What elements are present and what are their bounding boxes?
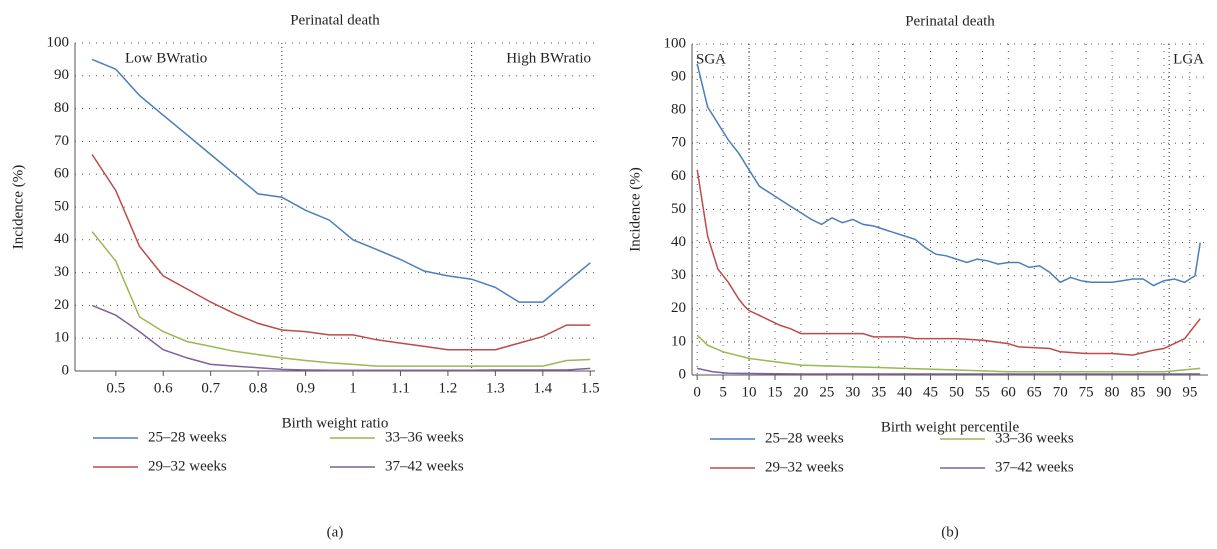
x-tick-label: 1.4 — [533, 380, 552, 396]
legend-label: 29–32 weeks — [765, 459, 844, 475]
x-tick-label: 75 — [1079, 384, 1094, 400]
x-tick-label: 55 — [975, 384, 990, 400]
series-line — [697, 367, 1201, 375]
x-tick-label: 65 — [1027, 384, 1042, 400]
x-tick-label: 30 — [845, 384, 860, 400]
annotation: SGA — [696, 51, 726, 67]
x-tick-label: 50 — [949, 384, 964, 400]
y-tick-label: 60 — [671, 168, 686, 184]
y-tick-label: 70 — [671, 135, 686, 151]
x-tick-label: 15 — [767, 384, 782, 400]
y-tick-label: 40 — [671, 234, 686, 250]
y-tick-label: 50 — [671, 201, 686, 217]
x-tick-label: 1 — [349, 380, 357, 396]
y-tick-label: 50 — [54, 198, 69, 214]
y-tick-label: 90 — [671, 69, 686, 85]
x-tick-label: 1.2 — [439, 380, 458, 396]
annotation: High BWratio — [506, 50, 591, 66]
legend-label: 29–32 weeks — [148, 458, 227, 474]
x-tick-label: 25 — [819, 384, 834, 400]
x-tick-label: 1.5 — [581, 380, 600, 396]
annotation: Low BWratio — [125, 50, 207, 66]
y-tick-label: 60 — [54, 166, 69, 182]
legend-label: 37–42 weeks — [995, 459, 1074, 475]
series-line — [91, 304, 591, 372]
chart-title: Perinatal death — [290, 12, 380, 28]
x-tick-label: 5 — [719, 384, 727, 400]
y-tick-label: 30 — [54, 264, 69, 280]
series-line — [91, 154, 591, 351]
x-tick-label: 0.6 — [154, 380, 173, 396]
x-axis-label: Birth weight percentile — [881, 419, 1020, 435]
x-tick-label: 80 — [1105, 384, 1120, 400]
x-tick-label: 40 — [897, 384, 912, 400]
x-tick-label: 0.8 — [249, 380, 268, 396]
legend-label: 25–28 weeks — [148, 429, 227, 445]
y-tick-label: 0 — [679, 366, 687, 382]
y-tick-label: 40 — [54, 231, 69, 247]
x-tick-label: 95 — [1182, 384, 1197, 400]
y-tick-label: 0 — [62, 362, 70, 378]
y-tick-label: 10 — [671, 333, 686, 349]
series-line — [91, 231, 591, 367]
caption: (b) — [941, 524, 959, 540]
x-tick-label: 60 — [1001, 384, 1016, 400]
annotation: LGA — [1173, 51, 1204, 67]
y-tick-label: 20 — [54, 297, 69, 313]
chart-title: Perinatal death — [905, 13, 995, 29]
series-line — [696, 169, 1201, 356]
x-tick-label: 90 — [1156, 384, 1171, 400]
legend-label: 33–36 weeks — [385, 429, 464, 445]
series-line — [696, 63, 1201, 287]
y-axis-label: Incidence (%) — [627, 167, 643, 252]
y-tick-label: 30 — [671, 267, 686, 283]
legend-label: 25–28 weeks — [765, 430, 844, 446]
x-tick-label: 0.5 — [106, 380, 125, 396]
y-tick-label: 90 — [54, 67, 69, 83]
y-tick-label: 70 — [54, 133, 69, 149]
caption: (a) — [327, 524, 344, 540]
legend-label: 37–42 weeks — [385, 458, 464, 474]
x-axis-label: Birth weight ratio — [282, 415, 389, 431]
x-tick-label: 0 — [693, 384, 701, 400]
y-tick-label: 20 — [671, 300, 686, 316]
y-tick-label: 100 — [47, 34, 70, 50]
y-tick-label: 100 — [664, 35, 687, 51]
series-line — [91, 58, 591, 303]
y-tick-label: 80 — [671, 102, 686, 118]
x-tick-label: 45 — [923, 384, 938, 400]
y-tick-label: 10 — [54, 330, 69, 346]
series-line — [696, 334, 1201, 373]
x-tick-label: 35 — [871, 384, 886, 400]
y-axis-label: Incidence (%) — [10, 165, 26, 250]
y-tick-label: 80 — [54, 100, 69, 116]
x-tick-label: 0.7 — [201, 380, 220, 396]
x-tick-label: 10 — [742, 384, 757, 400]
x-tick-label: 0.9 — [296, 380, 315, 396]
x-tick-label: 1.1 — [391, 380, 410, 396]
legend-label: 33–36 weeks — [995, 430, 1074, 446]
x-tick-label: 85 — [1130, 384, 1145, 400]
x-tick-label: 20 — [793, 384, 808, 400]
x-tick-label: 70 — [1053, 384, 1068, 400]
x-tick-label: 1.3 — [486, 380, 505, 396]
